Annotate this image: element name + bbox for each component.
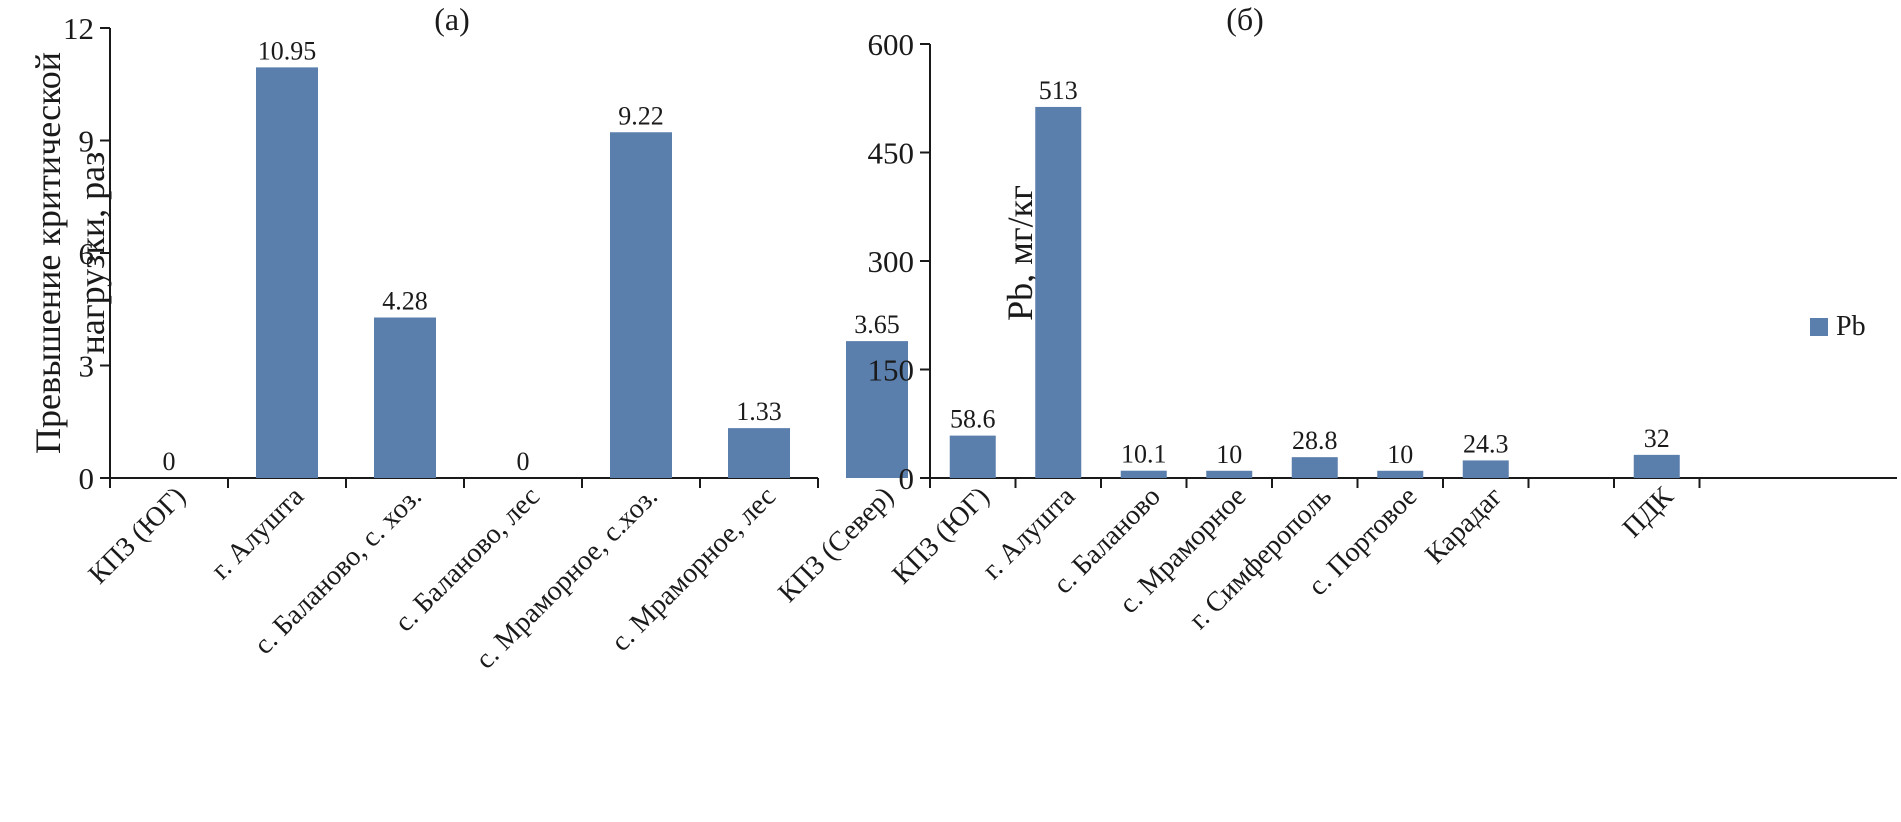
legend-swatch bbox=[1810, 318, 1828, 336]
bar bbox=[1633, 454, 1680, 478]
y-tick-label: 450 bbox=[868, 136, 915, 171]
chart-panel-a: (а)Превышение критической нагрузки, раз03… bbox=[28, 1, 908, 675]
bar bbox=[1291, 457, 1338, 478]
y-tick-label: 0 bbox=[899, 461, 915, 496]
y-tick-label: 150 bbox=[868, 353, 915, 388]
data-label: 10 bbox=[1387, 440, 1413, 469]
x-tick-label: г. Алушта bbox=[205, 481, 310, 586]
data-label: 10.1 bbox=[1121, 440, 1167, 469]
y-tick-label: 300 bbox=[868, 244, 915, 279]
x-tick-label: ПДК bbox=[1617, 481, 1680, 544]
data-label: 513 bbox=[1039, 76, 1078, 105]
data-label: 3.65 bbox=[854, 310, 900, 339]
bar bbox=[1120, 470, 1167, 478]
bar bbox=[846, 341, 908, 478]
legend-label: Pb bbox=[1836, 311, 1866, 342]
data-label: 32 bbox=[1644, 424, 1670, 453]
y-axis-title: Превышение критической bbox=[28, 52, 68, 454]
bar bbox=[728, 428, 790, 478]
bar bbox=[1377, 470, 1424, 478]
bar bbox=[256, 67, 318, 478]
y-tick-label: 6 bbox=[79, 236, 95, 271]
data-label: 28.8 bbox=[1292, 426, 1338, 455]
bar bbox=[1206, 470, 1253, 478]
bar bbox=[374, 317, 436, 478]
data-label: 9.22 bbox=[618, 101, 664, 130]
x-tick-label: Карадаг bbox=[1419, 481, 1508, 570]
bar bbox=[1462, 460, 1509, 478]
data-label: 24.3 bbox=[1463, 429, 1509, 458]
y-tick-label: 12 bbox=[63, 11, 94, 46]
legend: Pb bbox=[1810, 311, 1866, 342]
y-tick-label: 0 bbox=[79, 461, 95, 496]
data-label: 0 bbox=[163, 447, 176, 476]
x-tick-label: КПЗ (Север) bbox=[772, 481, 900, 609]
chart-title: (б) bbox=[1226, 1, 1264, 37]
data-label: 0 bbox=[517, 447, 530, 476]
data-label: 10.95 bbox=[258, 36, 317, 65]
x-tick-label: КПЗ (ЮГ) bbox=[83, 481, 192, 590]
chart-title: (а) bbox=[434, 1, 470, 37]
y-tick-label: 600 bbox=[868, 27, 915, 62]
bar bbox=[949, 435, 996, 478]
x-tick-label: КПЗ (ЮГ) bbox=[886, 481, 995, 590]
y-tick-label: 9 bbox=[79, 124, 95, 159]
data-label: 10 bbox=[1216, 440, 1242, 469]
y-tick-label: 3 bbox=[79, 349, 95, 384]
bar bbox=[1035, 106, 1082, 479]
data-label: 4.28 bbox=[382, 287, 428, 316]
y-axis-title: Pb, мг/кг bbox=[1000, 185, 1040, 321]
chart-panel-b: (б) Pb, мг/кг 0 150 300 450 600 58.6 КПЗ (ЮГ) 513… bbox=[868, 1, 1897, 636]
data-label: 58.6 bbox=[950, 405, 996, 434]
bar bbox=[610, 132, 672, 478]
data-label: 1.33 bbox=[736, 397, 782, 426]
